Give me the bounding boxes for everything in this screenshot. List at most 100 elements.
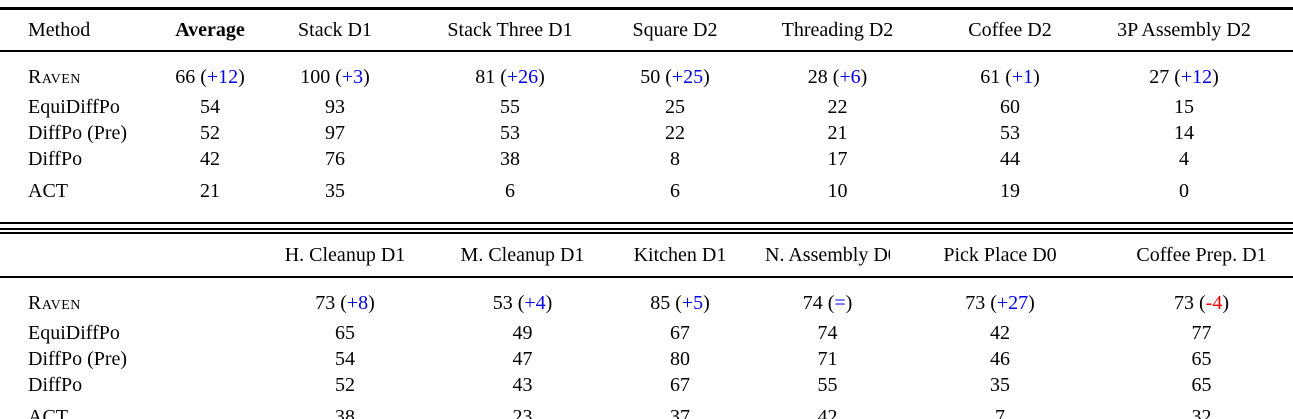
table-header-row: Method Average Stack D1 Stack Three D1 Squar… (0, 9, 1293, 51)
delta-value: +25 (671, 65, 704, 88)
score-cell: 0 (1075, 172, 1293, 223)
score-cell: 77 (1110, 320, 1293, 346)
score-value: 42 (817, 405, 838, 419)
results-table-top: Method Average Stack D1 Stack Three D1 Squar… (0, 7, 1293, 224)
score-cell: 53 (945, 120, 1075, 146)
score-cell: 37 (595, 398, 765, 419)
score-cell: 21 (150, 172, 270, 223)
score-cell: 65 (1110, 372, 1293, 398)
score-value: 15 (1174, 95, 1194, 118)
score-cell: 73 (-4) (1173, 291, 1229, 314)
score-value: 65 (1191, 347, 1212, 370)
score-cell: 6 (620, 172, 730, 223)
score-cell: 42 (150, 146, 270, 172)
score-cell: 43 (450, 372, 595, 398)
method-name-cell: Raven (28, 291, 81, 314)
score-cell: 80 (595, 346, 765, 372)
delta-value: -4 (1205, 291, 1223, 314)
score-cell: 4 (1075, 146, 1293, 172)
table-header-row: H. Cleanup D1 M. Cleanup D1 Kitchen D1 N. A… (0, 234, 1293, 277)
score-cell: 74 (=) (802, 291, 853, 314)
table-row: DiffPo 42 76 38 8 17 44 4 (0, 146, 1293, 172)
method-name-cell: DiffPo (28, 373, 83, 396)
column-header: N. Assembly D0 (765, 243, 890, 266)
score-cell: 55 (400, 94, 620, 120)
score-cell: 100 (+3) (300, 65, 370, 88)
score-value: 67 (670, 373, 690, 396)
score-cell: 42 (890, 320, 1110, 346)
score-cell: 54 (240, 346, 450, 372)
score-cell: 35 (890, 372, 1110, 398)
score-cell: 32 (1110, 398, 1293, 419)
score-value: 42 (200, 147, 220, 170)
score-cell: 49 (450, 320, 595, 346)
score-value: 23 (512, 405, 533, 419)
score-cell: 15 (1075, 94, 1293, 120)
delta-value: +8 (346, 291, 369, 314)
score-cell: 47 (450, 346, 595, 372)
score-value: 6 (505, 179, 515, 202)
method-name-cell: DiffPo (28, 147, 83, 170)
score-value: 28 (807, 65, 828, 88)
score-value: 54 (200, 95, 220, 118)
column-header: Threading D2 (781, 18, 894, 41)
score-value: 76 (325, 147, 345, 170)
score-value: 21 (200, 179, 220, 202)
score-value: 73 (315, 291, 336, 314)
score-value: 8 (670, 147, 680, 170)
score-value: 53 (500, 121, 520, 144)
delta-value: +12 (206, 65, 239, 88)
delta-value: +27 (996, 291, 1029, 314)
column-header: Average (175, 18, 245, 41)
score-cell: 21 (730, 120, 945, 146)
score-value: 74 (817, 321, 838, 344)
table-row: Raven 73 (+8) 53 (+4) 85 (+5) 74 (=) 73 (+27)… (0, 277, 1293, 320)
score-value: 17 (827, 147, 848, 170)
column-header: Stack Three D1 (447, 18, 573, 41)
score-cell: 14 (1075, 120, 1293, 146)
score-value: 81 (475, 65, 496, 88)
column-header: Pick Place D0 (943, 243, 1057, 266)
score-value: 32 (1191, 405, 1212, 419)
score-cell: 28 (+6) (807, 65, 868, 88)
score-cell: 19 (945, 172, 1075, 223)
score-value: 80 (670, 347, 690, 370)
score-cell: 67 (595, 372, 765, 398)
score-value: 93 (325, 95, 345, 118)
score-cell: 53 (+4) (492, 291, 553, 314)
method-name-cell: DiffPo (Pre) (28, 121, 128, 144)
score-value: 0 (1179, 179, 1189, 202)
column-header: Stack D1 (298, 18, 372, 41)
score-cell: 27 (+12) (1149, 65, 1219, 88)
score-value: 50 (640, 65, 661, 88)
score-cell: 52 (150, 120, 270, 146)
score-value: 10 (827, 179, 848, 202)
score-cell: 22 (620, 120, 730, 146)
method-name-cell: ACT (28, 179, 68, 202)
score-value: 77 (1191, 321, 1212, 344)
score-value: 52 (200, 121, 220, 144)
column-header: Method (28, 18, 91, 41)
column-header: Kitchen D1 (633, 243, 727, 266)
score-value: 38 (500, 147, 520, 170)
score-value: 71 (817, 347, 838, 370)
score-value: 19 (1000, 179, 1020, 202)
method-name-cell: DiffPo (Pre) (28, 347, 128, 370)
score-cell: 73 (+27) (965, 291, 1035, 314)
table-row: EquiDiffPo 54 93 55 25 22 60 15 (0, 94, 1293, 120)
score-cell: 60 (945, 94, 1075, 120)
score-value: 14 (1174, 121, 1194, 144)
score-value: 22 (827, 95, 848, 118)
score-value: 43 (512, 373, 533, 396)
score-cell: 93 (270, 94, 400, 120)
delta-value: = (834, 291, 846, 314)
score-cell: 67 (595, 320, 765, 346)
table-row: EquiDiffPo 65 49 67 74 42 77 (0, 320, 1293, 346)
column-header: H. Cleanup D1 (284, 243, 406, 266)
score-cell: 17 (730, 146, 945, 172)
score-cell: 25 (620, 94, 730, 120)
score-cell: 42 (765, 398, 890, 419)
method-name-cell: EquiDiffPo (28, 95, 120, 118)
score-cell: 55 (765, 372, 890, 398)
score-cell: 81 (+26) (475, 65, 545, 88)
